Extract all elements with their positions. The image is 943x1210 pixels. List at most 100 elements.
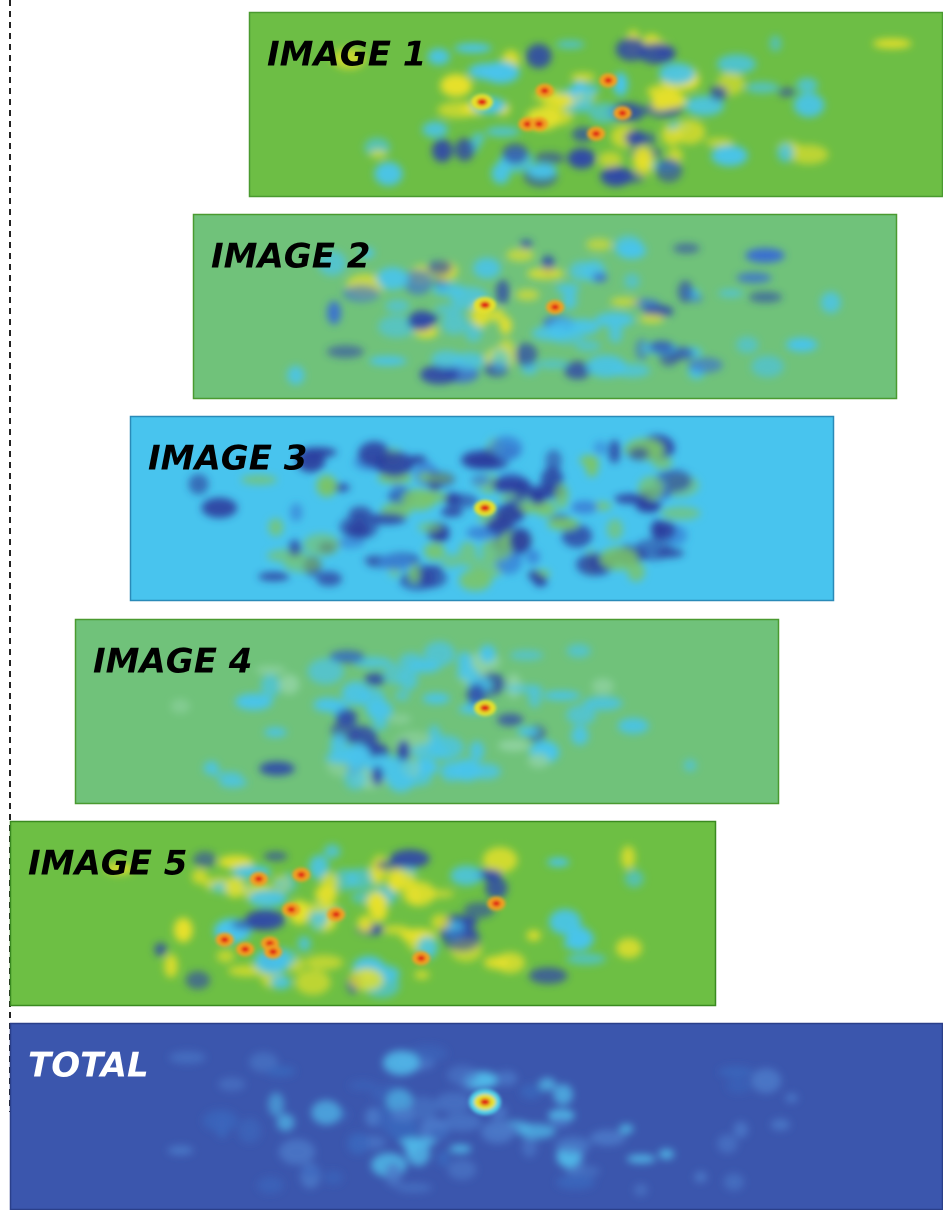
heat-blob — [635, 500, 662, 513]
heat-blob — [485, 877, 508, 899]
heat-blob — [595, 312, 635, 328]
heat-blob — [526, 930, 541, 941]
heat-blob — [409, 886, 422, 905]
heat-blob — [872, 38, 912, 49]
heatmap — [332, 29, 912, 187]
heat-blob — [534, 151, 565, 165]
heat-blob — [301, 1167, 323, 1177]
heat-blob — [616, 938, 642, 959]
heat-blob — [469, 740, 485, 762]
heat-blob — [502, 143, 529, 165]
heat-blob — [105, 862, 134, 875]
heat-blob — [442, 929, 481, 952]
heat-blob — [705, 137, 734, 147]
heat-blob — [777, 142, 795, 163]
heat-blob — [371, 765, 384, 786]
heat-blob — [290, 503, 303, 522]
heat-blob — [382, 1050, 420, 1076]
heat-blob — [365, 1107, 380, 1127]
heat-blob — [570, 725, 589, 746]
panel-border — [74, 618, 780, 805]
heat-blob — [335, 537, 365, 549]
heat-blob — [464, 322, 483, 343]
hot-core — [535, 121, 544, 127]
heat-blob — [820, 291, 841, 314]
heat-blob — [154, 942, 167, 957]
heat-blob — [480, 1120, 515, 1144]
heat-blob — [459, 569, 492, 591]
heat-blob — [716, 54, 757, 74]
heat-blob — [422, 121, 448, 138]
heat-blob — [442, 1113, 482, 1132]
panel-label: IMAGE 3 — [148, 439, 307, 479]
heat-blob — [565, 925, 593, 951]
hot-core — [480, 504, 490, 512]
panel: TOTAL — [9, 1022, 943, 1210]
heat-blob — [316, 474, 337, 497]
heat-blob — [498, 739, 530, 752]
heat-blob — [317, 250, 347, 276]
heat-blob — [409, 1044, 448, 1062]
heat-blob — [457, 651, 473, 672]
heat-blob — [421, 313, 439, 322]
heat-blob — [394, 870, 416, 890]
hotspots — [215, 867, 506, 966]
heat-blob — [403, 269, 433, 295]
heat-blob — [656, 548, 685, 558]
heat-blob — [395, 690, 410, 701]
heat-blob — [445, 494, 479, 508]
panel-border — [9, 820, 717, 1007]
heat-blob — [495, 279, 510, 305]
heat-blob — [579, 90, 594, 108]
heat-blob — [547, 517, 579, 530]
heat-blob — [608, 323, 623, 344]
hotspots — [471, 73, 632, 141]
heat-blob — [202, 1109, 239, 1132]
heat-blob — [348, 968, 384, 991]
heat-blob — [454, 43, 492, 53]
heat-blob — [515, 343, 538, 367]
heat-blob — [299, 447, 337, 458]
heat-blob — [717, 1134, 738, 1154]
heat-blob — [423, 641, 456, 667]
heat-blob — [454, 138, 475, 162]
heat-blob — [308, 854, 330, 880]
heat-blob — [613, 72, 628, 97]
heat-blob — [575, 340, 601, 352]
heat-blob — [736, 272, 772, 284]
heat-blob — [490, 348, 511, 371]
heat-blob — [359, 247, 375, 258]
hot-core — [523, 121, 532, 128]
heat-blob — [496, 713, 524, 727]
hotspots — [474, 700, 496, 716]
heat-blob — [528, 967, 568, 984]
heat-blob — [480, 538, 513, 561]
heat-blob — [533, 575, 548, 587]
heat-blob — [466, 683, 486, 706]
heat-blob — [777, 87, 797, 97]
heat-blob — [515, 289, 540, 301]
hot-core — [540, 87, 549, 94]
panel-border — [192, 213, 898, 400]
hotspots — [469, 1089, 501, 1115]
heat-blob — [203, 761, 219, 776]
heat-blob — [638, 476, 664, 501]
heat-blob — [418, 568, 447, 588]
heat-blob — [654, 46, 675, 60]
heat-blob — [490, 435, 523, 461]
heat-blob — [796, 77, 818, 93]
heat-blob — [224, 877, 246, 898]
heat-blob — [471, 474, 491, 487]
heat-blob — [245, 909, 286, 931]
heat-blob — [615, 37, 648, 62]
heat-blob — [751, 355, 784, 378]
heat-blob — [526, 267, 565, 280]
heat-blob — [472, 132, 485, 145]
hot-core — [220, 936, 229, 943]
hot-core — [332, 911, 341, 918]
heat-blob — [453, 352, 485, 370]
heat-blob — [748, 291, 783, 303]
heat-blob — [545, 449, 562, 472]
heat-blob — [491, 475, 531, 494]
heat-blob — [565, 1165, 601, 1178]
